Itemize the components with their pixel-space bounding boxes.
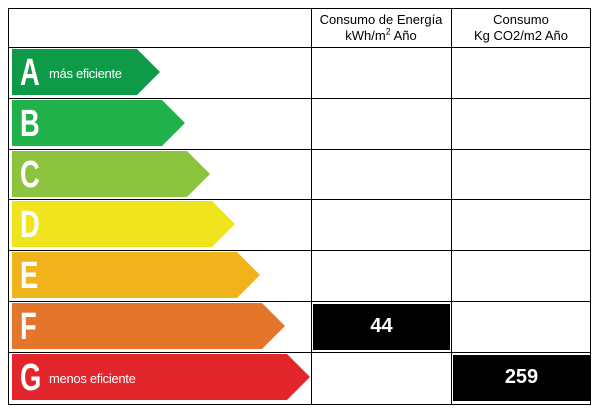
- rating-letter: A: [20, 52, 40, 94]
- rating-note: menos eficiente: [49, 370, 136, 386]
- energy-header-line1: Consumo de Energía: [319, 12, 443, 27]
- rating-row-c: C: [9, 149, 311, 200]
- row-divider: [9, 148, 590, 150]
- rating-arrow-shape: [12, 99, 185, 146]
- rating-note: más eficiente: [49, 66, 122, 81]
- rating-letter: E: [20, 255, 39, 298]
- rating-letter: B: [20, 102, 40, 145]
- column-divider: [311, 9, 312, 404]
- rating-letter: C: [20, 153, 40, 196]
- rating-row-f: F: [9, 301, 311, 352]
- rating-arrow-fill: [12, 99, 185, 146]
- rating-row-d: D: [9, 199, 311, 250]
- row-divider: [9, 351, 590, 353]
- energy-rating-table: Consumo de Energía kWh/m2 Año Consumo Kg…: [8, 8, 591, 405]
- rating-letter: D: [20, 204, 40, 247]
- rating-letter: G: [20, 356, 42, 399]
- rating-arrow-fill: [12, 252, 260, 299]
- rating-arrow-shape: [12, 201, 235, 248]
- rating-arrow-fill: [12, 49, 160, 95]
- rating-arrow-fill: [12, 201, 235, 248]
- rating-arrow-shape: [12, 353, 310, 400]
- energy-column-header: Consumo de Energía kWh/m2 Año: [311, 9, 451, 47]
- rating-arrow-shape: [12, 150, 210, 197]
- rating-arrow-fill: [12, 303, 285, 349]
- energy-header-line2: kWh/m2 Año: [345, 26, 417, 43]
- row-divider: [9, 97, 590, 99]
- co2-column-header: Consumo Kg CO2/m2 Año: [451, 9, 591, 47]
- row-divider: [9, 250, 590, 252]
- rating-arrow-fill: [12, 150, 210, 197]
- rating-arrow-shape: [12, 49, 160, 95]
- co2-value-box: 259: [453, 354, 590, 401]
- rating-row-b: B: [9, 98, 311, 149]
- energy-value-box: 44: [313, 304, 450, 350]
- rating-arrow-c: C: [12, 150, 210, 197]
- co2-header-line1: Consumo: [493, 12, 549, 27]
- row-divider: [9, 47, 590, 48]
- rating-arrow-fill: [12, 353, 310, 400]
- rating-arrow-b: B: [12, 99, 185, 146]
- row-divider: [9, 301, 590, 302]
- row-divider: [9, 199, 590, 201]
- rating-arrow-f: F: [12, 303, 285, 349]
- rating-arrow-shape: [12, 303, 285, 349]
- rating-arrow-shape: [12, 252, 260, 299]
- co2-header-line2: Kg CO2/m2 Año: [474, 28, 568, 43]
- rating-arrow-e: E: [12, 252, 260, 299]
- rating-arrow-d: D: [12, 201, 235, 248]
- rating-letter: F: [20, 306, 37, 348]
- rating-row-e: E: [9, 250, 311, 301]
- column-divider: [451, 9, 452, 404]
